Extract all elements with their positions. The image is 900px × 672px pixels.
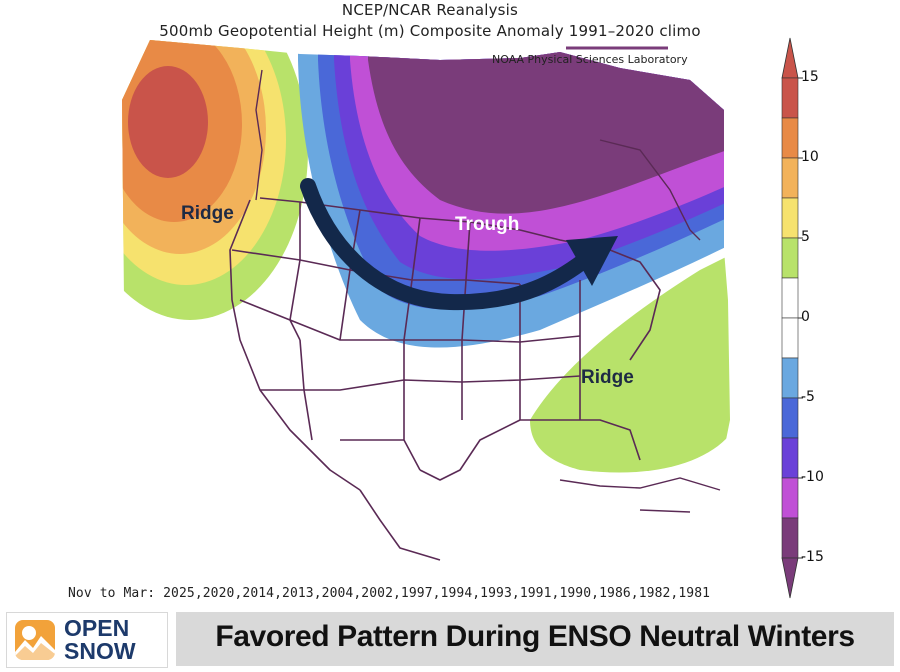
colorbar-tick-minus5: -5 xyxy=(801,389,815,405)
colorbar xyxy=(781,37,803,599)
ridge-southeast xyxy=(530,250,730,473)
coastlines xyxy=(255,69,721,513)
colorbar-tick-minus10: -10 xyxy=(801,469,824,485)
map-subtitle: 500mb Geopotential Height (m) Composite … xyxy=(159,22,701,40)
colorbar-tick-minus15: -15 xyxy=(801,549,824,565)
headline-box: Favored Pattern During ENSO Neutral Wint… xyxy=(176,612,894,666)
anomaly-map xyxy=(122,37,803,599)
colorbar-tick-10: 10 xyxy=(801,149,819,165)
opensnow-logo: OPEN SNOW xyxy=(6,612,168,668)
logo-word-open: OPEN xyxy=(64,615,130,641)
logo-word-snow: SNOW xyxy=(64,638,136,664)
state-borders xyxy=(229,197,661,561)
footer-banner: OPEN SNOW Favored Pattern During ENSO Ne… xyxy=(0,606,900,672)
colorbar-tick-0: 0 xyxy=(801,309,810,325)
opensnow-sun-icon xyxy=(15,620,55,660)
label-ridge-west: Ridge xyxy=(181,203,234,224)
label-ridge-southeast: Ridge xyxy=(581,367,634,388)
map-title: NCEP/NCAR Reanalysis xyxy=(341,1,519,19)
colorbar-tick-15: 15 xyxy=(801,69,819,85)
data-credit: NOAA Physical Sciences Laboratory xyxy=(492,53,688,66)
ridge-west-core xyxy=(128,66,208,178)
trough-core xyxy=(368,40,730,214)
composite-years: Nov to Mar: 2025,2020,2014,2013,2004,200… xyxy=(68,586,711,601)
colorbar-tick-5: 5 xyxy=(801,229,810,245)
label-trough: Trough xyxy=(455,214,520,235)
headline: Favored Pattern During ENSO Neutral Wint… xyxy=(215,620,855,653)
jet-stream-arrow xyxy=(300,178,618,311)
anomaly-field xyxy=(122,40,730,540)
